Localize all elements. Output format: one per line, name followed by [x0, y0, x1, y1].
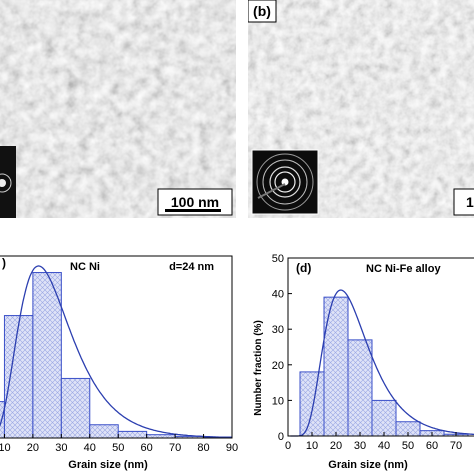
- chart-d-bar: [347, 339, 373, 437]
- chart-c-x-tick-label: 70: [169, 442, 181, 454]
- chart-d-x-tick-label: 0: [285, 440, 291, 452]
- panel-b-label: (b): [248, 0, 277, 23]
- scalebar-b-label: 1: [466, 194, 474, 210]
- chart-d-x-tick-label: 30: [354, 440, 366, 452]
- chart-c-x-tick-label: 50: [112, 442, 124, 454]
- chart-d-x-tick-label: 50: [402, 440, 414, 452]
- tem-texture-a: [0, 0, 236, 218]
- chart-c-bar: [117, 430, 148, 439]
- chart-c-bar: [32, 272, 62, 439]
- chart-c-x-tick-label: 90: [226, 442, 238, 454]
- svg-text:(d): (d): [296, 261, 311, 275]
- chart-d-bar: [299, 371, 325, 437]
- svg-text:(b): (b): [253, 3, 271, 19]
- chart-c-x-tick-label: 30: [55, 442, 67, 454]
- chart-d-y-tick-label: 40: [272, 289, 284, 301]
- chart-c-fit-curve: [0, 265, 232, 439]
- panel-c-label: ): [2, 256, 6, 270]
- scalebar-b: 1: [453, 188, 474, 216]
- panel-d-label: (d): [296, 261, 311, 275]
- scalebar-a-label: 100 nm: [171, 194, 219, 210]
- chart-c-xlabel: Grain size (nm): [68, 459, 148, 471]
- chart-d-xlabel: Grain size (nm): [328, 459, 408, 471]
- tem-image-a: 100 nm: [0, 0, 236, 218]
- chart-d-x-tick-label: 40: [378, 440, 390, 452]
- chart-c-annotation: d=24 nm: [169, 261, 214, 273]
- chart-c-x-tick-label: 80: [197, 442, 209, 454]
- chart-c-x-tick-label: 60: [141, 442, 153, 454]
- chart-d-x-tick-label: 20: [330, 440, 342, 452]
- chart-d-y-tick-label: 0: [278, 431, 284, 443]
- chart-d-y-tick-label: 10: [272, 395, 284, 407]
- chart-c-grain-size-ni: ) NC Ni d=24 nm 10 20 30 40 50 60 70 80 90 Grain…: [0, 255, 238, 471]
- chart-c-x-tick-label: 40: [84, 442, 96, 454]
- chart-d-y-tick-label: 20: [272, 360, 284, 372]
- saed-inset-a: [0, 146, 16, 218]
- chart-c-x-tick-label: 10: [0, 442, 11, 454]
- scalebar-a: 100 nm: [157, 188, 233, 216]
- chart-d-fit-curve: [290, 289, 474, 437]
- saed-inset-b: [251, 149, 319, 215]
- chart-d-y-tick-label: 50: [272, 253, 284, 265]
- chart-d-x-tick-label: 10: [306, 440, 318, 452]
- chart-d-bar: [371, 399, 397, 437]
- chart-d-x-tick-label: 60: [426, 440, 438, 452]
- tem-image-b: (b) 1: [248, 0, 474, 218]
- chart-c-bar: [60, 377, 91, 439]
- chart-d-x-tick-label: 70: [450, 440, 462, 452]
- chart-d-title: NC Ni-Fe alloy: [366, 263, 441, 275]
- chart-c-bar: [3, 315, 34, 439]
- chart-d-grain-size-nife: (d) NC Ni-Fe alloy Number fraction (%) 0…: [253, 253, 474, 471]
- chart-c-title: NC Ni: [70, 261, 100, 273]
- chart-c-axes-frame: [0, 255, 233, 439]
- chart-d-ylabel: Number fraction (%): [253, 320, 264, 416]
- chart-c-bar: [89, 424, 119, 439]
- chart-d-y-tick-label: 30: [272, 324, 284, 336]
- chart-c-x-tick-label: 20: [27, 442, 39, 454]
